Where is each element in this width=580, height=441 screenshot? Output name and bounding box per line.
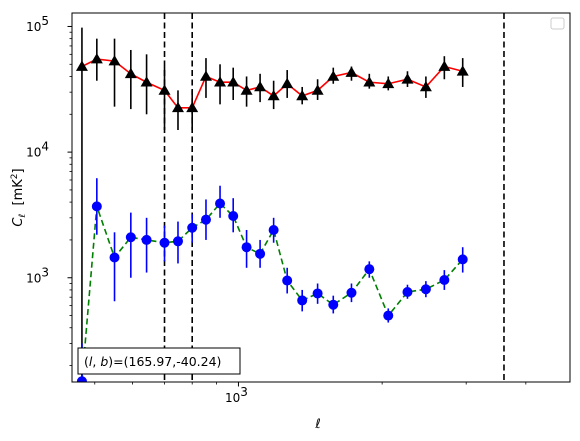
series-red <box>75 27 469 382</box>
y-tick-label-exponent: 3 <box>41 265 49 279</box>
series-blue-point-8 <box>187 222 198 233</box>
series-blue-point-4 <box>125 232 136 243</box>
series-blue-point-25 <box>457 254 468 265</box>
series-blue-point-2 <box>91 201 102 212</box>
series-red-point-15 <box>281 77 294 89</box>
series-red-point-18 <box>327 70 340 81</box>
y-tick-label-base: 10 <box>26 271 41 285</box>
y-tick-label: 105 <box>26 14 49 34</box>
series-red-point-16 <box>296 89 309 101</box>
series-red-point-24 <box>438 60 451 71</box>
series-blue-point-13 <box>255 248 266 259</box>
series-blue-point-19 <box>346 287 357 298</box>
y-tick-label-exponent: 4 <box>41 140 49 154</box>
y-axis-label: Cℓ [mK2] <box>10 168 28 226</box>
plot-content <box>75 13 505 382</box>
x-tick-label: 103 <box>225 385 248 405</box>
y-tick-label-exponent: 5 <box>41 14 49 28</box>
series-red-point-10 <box>214 76 227 87</box>
series-blue-point-10 <box>215 198 226 209</box>
series-blue-point-3 <box>109 252 120 263</box>
series-blue <box>76 178 468 382</box>
series-blue-point-7 <box>172 236 183 247</box>
series-blue-point-16 <box>297 295 308 306</box>
series-red-point-20 <box>363 76 376 87</box>
series-red-point-6 <box>158 84 171 95</box>
series-red-point-12 <box>240 84 253 95</box>
series-red-point-8 <box>186 101 199 113</box>
series-blue-point-17 <box>312 288 323 299</box>
x-tick-label-base: 10 <box>225 391 240 405</box>
series-blue-point-12 <box>241 242 252 253</box>
series-red-point-19 <box>345 66 358 77</box>
x-tick-label-exponent: 3 <box>240 385 248 399</box>
x-axis-label: ℓ <box>314 417 320 432</box>
series-red-point-2 <box>90 53 103 64</box>
series-red-point-23 <box>419 80 432 92</box>
y-tick-label: 103 <box>26 265 49 285</box>
y-tick-label-base: 10 <box>26 20 41 34</box>
series-blue-point-21 <box>383 310 394 321</box>
series-red-point-14 <box>267 89 280 101</box>
series-blue-point-5 <box>141 234 152 245</box>
series-blue-point-24 <box>439 274 450 285</box>
series-red-point-22 <box>401 73 414 84</box>
series-blue-point-20 <box>364 264 375 275</box>
y-tick-label: 104 <box>26 140 49 160</box>
coordinate-annotation: (l, b)=(165.97,-40.24) <box>77 347 241 375</box>
annotation-box <box>77 347 241 375</box>
series-red-point-1 <box>75 60 88 71</box>
series-blue-point-18 <box>328 299 339 310</box>
series-blue-point-23 <box>420 284 431 295</box>
series-red-point-25 <box>456 65 469 76</box>
series-blue-point-22 <box>402 287 413 298</box>
series-blue-point-6 <box>159 237 170 248</box>
series-red-point-7 <box>171 101 184 113</box>
series-red-point-9 <box>199 70 212 81</box>
series-red-point-13 <box>254 80 267 92</box>
series-red-point-3 <box>108 55 121 66</box>
axes-frame <box>71 12 571 383</box>
annotation-l-value: 165.97 <box>129 354 173 369</box>
annotation-text: (l, b)=(165.97,-40.24) <box>84 354 221 369</box>
series-blue-point-9 <box>200 214 211 225</box>
plot-area <box>72 13 570 382</box>
series-blue-point-11 <box>228 211 239 222</box>
legend <box>550 17 565 30</box>
series-red-point-5 <box>140 76 153 87</box>
y-tick-label-base: 10 <box>26 146 41 160</box>
series-blue-point-14 <box>268 224 279 235</box>
annotation-b-value: -40.24 <box>176 354 216 369</box>
series-red-point-4 <box>124 67 137 79</box>
series-blue-point-1 <box>76 376 87 382</box>
series-blue-point-15 <box>282 275 293 286</box>
series-red-point-21 <box>382 77 395 89</box>
series-red-point-11 <box>227 76 240 87</box>
series-red-point-17 <box>311 84 324 95</box>
